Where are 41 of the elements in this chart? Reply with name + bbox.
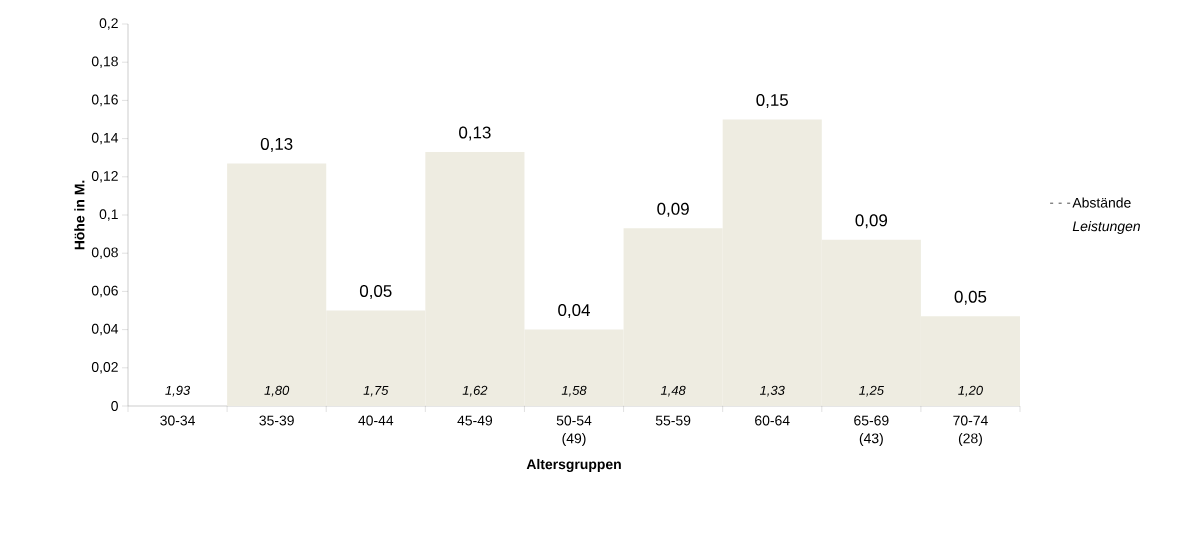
data-label: 0,09 xyxy=(855,214,888,229)
text: 1,93 xyxy=(165,385,191,397)
text: 1,58 xyxy=(561,385,587,397)
text: 1,33 xyxy=(759,385,785,397)
text: 1,20 xyxy=(958,385,983,397)
y-tick-label: 0,18 xyxy=(91,56,118,68)
text: Abstände xyxy=(1072,197,1131,208)
data-label: 0,04 xyxy=(558,304,590,319)
x-tick-label: 45-49 xyxy=(457,415,493,426)
x-tick-label: 35-39 xyxy=(259,415,294,426)
text: 1,62 xyxy=(462,385,488,397)
text: 1,75 xyxy=(363,385,389,397)
x-tick-label: 50-54 (49) xyxy=(556,415,592,447)
x-axis-title: Altersgruppen xyxy=(526,458,621,472)
y-tick-label: 0,2 xyxy=(99,18,118,30)
data-label: 0,05 xyxy=(359,284,392,299)
x-tick-label: 40-44 xyxy=(358,415,394,426)
y-tick-label: 0 xyxy=(111,401,118,411)
data-label: 0,13 xyxy=(459,126,491,141)
text: Leistungen xyxy=(1072,220,1140,234)
text: 1,25 xyxy=(859,385,884,397)
y-tick-label: 0,12 xyxy=(91,171,118,183)
x-tick-label: 70-74 (28) xyxy=(953,415,988,447)
y-tick-label: 0,08 xyxy=(91,247,118,259)
text: 1,48 xyxy=(660,385,686,397)
y-tick-label: 0,1 xyxy=(99,209,118,221)
y-tick-label: 0,06 xyxy=(91,285,118,298)
data-label: 0,05 xyxy=(954,290,987,305)
data-label: 0,13 xyxy=(260,137,293,152)
y-tick-label: 0,16 xyxy=(91,94,118,107)
x-tick-label: 30-34 xyxy=(160,415,195,426)
text: 1,80 xyxy=(264,385,290,397)
data-label: 0,09 xyxy=(657,202,689,217)
x-tick-label: 60-64 xyxy=(755,415,790,426)
y-tick-label: 0,04 xyxy=(91,323,119,336)
x-tick-label: 55-59 xyxy=(655,415,691,426)
x-tick-label: 65-69 (43) xyxy=(854,415,889,447)
y-tick-label: 0,14 xyxy=(91,132,119,145)
y-tick-label: 0,02 xyxy=(91,362,118,374)
data-label: 0,15 xyxy=(756,93,788,108)
y-axis-title: Höhe in M. xyxy=(74,180,85,250)
